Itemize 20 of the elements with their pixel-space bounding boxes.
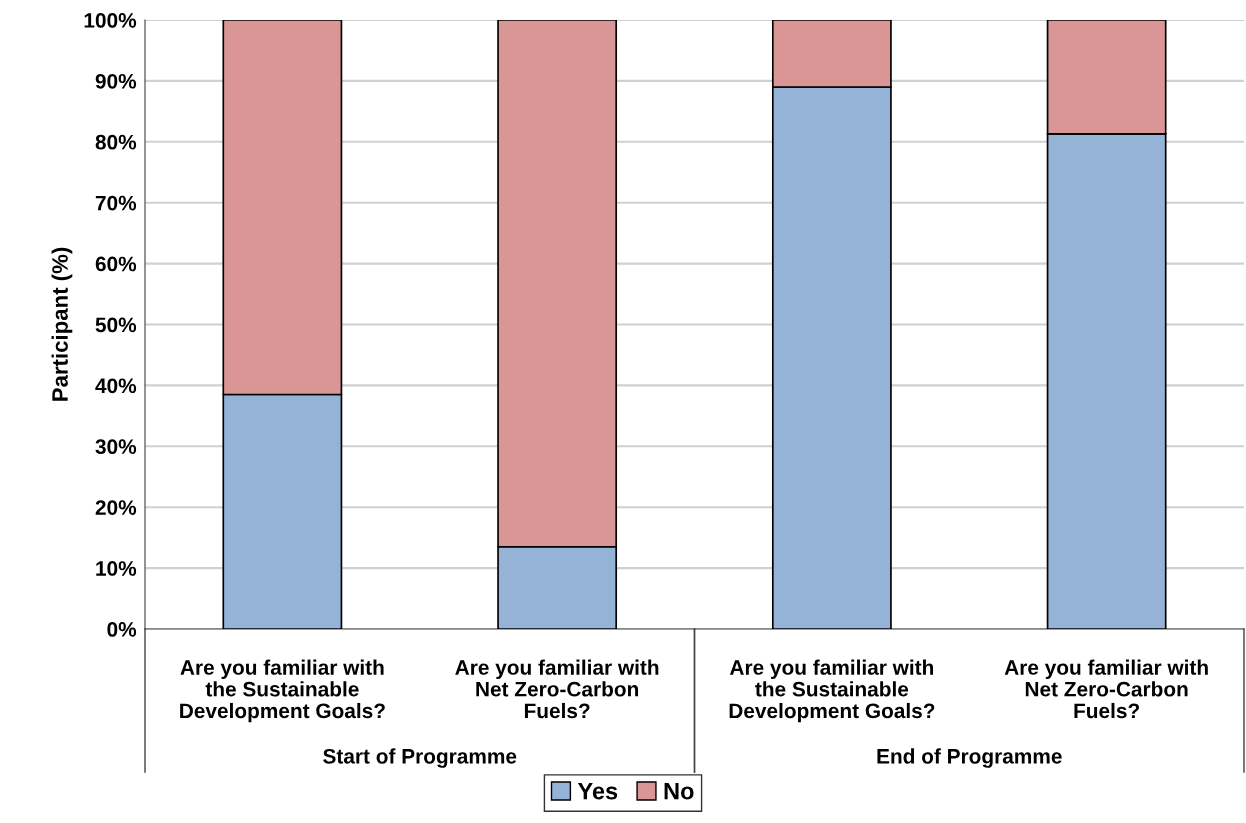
text: Start of Programme bbox=[323, 748, 517, 768]
y-tick-label: 60% bbox=[95, 256, 137, 272]
y-tick-label: 50% bbox=[95, 317, 137, 333]
y-tick-label: 70% bbox=[95, 195, 137, 211]
y-tick-label: 100% bbox=[84, 13, 137, 28]
x-tick-label: Are you familiar with the Sustainable Development Goals? bbox=[180, 659, 385, 723]
x-tick-label: Are you familiar with the Sustainable Development Goals? bbox=[729, 659, 935, 723]
x-tick-label: Are you familiar with Net Zero-Carbon Fuels? bbox=[455, 659, 659, 719]
y-tick-label: 20% bbox=[95, 500, 137, 515]
y-tick-label: 30% bbox=[95, 439, 137, 455]
legend-label: No bbox=[664, 782, 694, 800]
y-tick-label: 80% bbox=[95, 134, 137, 150]
x-tick-label: Are you familiar with Net Zero-Carbon Fuels? bbox=[1004, 659, 1208, 719]
y-tick-label: 40% bbox=[95, 378, 137, 394]
y-tick-label: 90% bbox=[95, 73, 137, 89]
y-tick-label: 10% bbox=[96, 561, 137, 576]
legend-label: Yes bbox=[577, 782, 618, 800]
y-axis-title: Participant (%) bbox=[51, 247, 73, 401]
y-tick-label: 0% bbox=[107, 622, 137, 637]
text: End of Programme bbox=[877, 748, 1062, 768]
